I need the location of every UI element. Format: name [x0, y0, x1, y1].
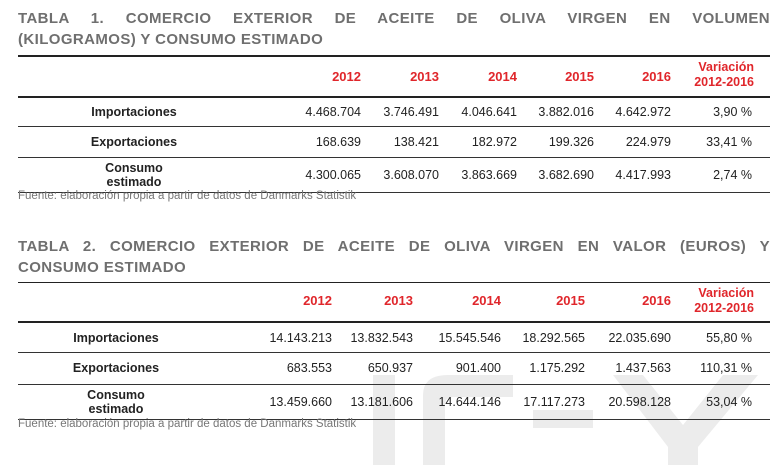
table-2-variation-label: Variación	[698, 286, 754, 300]
value-2012: 683.553	[286, 361, 332, 375]
value-2015: 17.117.273	[523, 395, 585, 409]
table-1: TABLA 1. COMERCIO EXTERIOR DE ACEITE DE …	[18, 8, 770, 193]
table-1-year-2016: 2016	[642, 69, 671, 84]
table-2-variation-period: 2012-2016	[694, 301, 754, 315]
table-1-title: TABLA 1. COMERCIO EXTERIOR DE ACEITE DE …	[18, 8, 770, 50]
value-variation: 53,04 %	[706, 395, 752, 409]
value-2014: 901.400	[455, 361, 501, 375]
table-1-year-2015: 2015	[565, 69, 594, 84]
table-row: Importaciones 4.468.704 3.746.491 4.046.…	[18, 98, 770, 127]
table-2-year-2015: 2015	[556, 293, 585, 308]
table-1-title-line-2: (KILOGRAMOS) Y CONSUMO ESTIMADO	[18, 31, 324, 48]
table-row: Consumo estimado 4.300.065 3.608.070 3.8…	[18, 158, 770, 193]
value-2016: 20.598.128	[608, 395, 671, 409]
table-row: Importaciones 14.143.213 13.832.543 15.5…	[18, 323, 770, 353]
table-2: TABLA 2. COMERCIO EXTERIOR DE ACEITE DE …	[18, 236, 770, 420]
value-2013: 650.937	[367, 361, 413, 375]
value-2015: 1.175.292	[529, 361, 585, 375]
table-2-title-line-1: TABLA 2. COMERCIO EXTERIOR DE ACEITE DE …	[18, 238, 770, 255]
row-label-text: Importaciones	[91, 105, 177, 119]
row-label-text: Exportaciones	[72, 361, 160, 375]
table-2-year-2013: 2013	[384, 293, 413, 308]
value-2015: 199.326	[548, 135, 594, 149]
value-2012: 4.300.065	[305, 168, 361, 182]
table-1-variation-period: 2012-2016	[694, 75, 754, 89]
table-1-header-row: 2012 2013 2014 2015 2016 Variación 2012-…	[18, 57, 770, 98]
value-2013: 13.181.606	[350, 395, 413, 409]
value-2015: 3.882.016	[538, 105, 594, 119]
value-2012: 4.468.704	[305, 105, 361, 119]
row-label: Consumo estimado	[58, 388, 174, 416]
row-label: Importaciones	[64, 105, 204, 119]
table-2-variation-header: Variación 2012-2016	[694, 286, 754, 316]
table-row: Exportaciones 683.553 650.937 901.400 1.…	[18, 353, 770, 385]
table-1-year-2014: 2014	[488, 69, 517, 84]
value-2016: 224.979	[625, 135, 671, 149]
value-variation: 2,74 %	[713, 168, 752, 182]
value-2013: 3.746.491	[383, 105, 439, 119]
table-2-grid: 2012 2013 2014 2015 2016 Variación 2012-…	[18, 282, 770, 420]
table-2-header-row: 2012 2013 2014 2015 2016 Variación 2012-…	[18, 283, 770, 323]
value-2016: 4.642.972	[615, 105, 671, 119]
row-label-text: Consumo	[87, 388, 145, 402]
value-2013: 138.421	[393, 135, 439, 149]
value-2012: 14.143.213	[269, 331, 332, 345]
value-variation: 3,90 %	[713, 105, 752, 119]
row-label-text-2: estimado	[106, 175, 162, 189]
value-2016: 22.035.690	[608, 331, 671, 345]
row-label-text: Importaciones	[73, 331, 159, 345]
table-1-variation-label: Variación	[698, 60, 754, 74]
value-2015: 18.292.565	[522, 331, 585, 345]
value-2014: 4.046.641	[461, 105, 517, 119]
value-2012: 168.639	[315, 135, 361, 149]
value-2016: 4.417.993	[615, 168, 671, 182]
table-2-title-line-2: CONSUMO ESTIMADO	[18, 259, 187, 276]
row-label: Consumo estimado	[76, 161, 192, 189]
value-2014: 182.972	[471, 135, 517, 149]
table-2-year-2012: 2012	[303, 293, 332, 308]
table-1-title-line-1: TABLA 1. COMERCIO EXTERIOR DE ACEITE DE …	[18, 10, 770, 27]
value-2014: 15.545.546	[438, 331, 501, 345]
table-2-year-2016: 2016	[642, 293, 671, 308]
table-1-grid: 2012 2013 2014 2015 2016 Variación 2012-…	[18, 55, 770, 193]
value-2013: 13.832.543	[350, 331, 413, 345]
value-variation: 55,80 %	[706, 331, 752, 345]
table-row: Exportaciones 168.639 138.421 182.972 19…	[18, 127, 770, 158]
row-label: Importaciones	[46, 331, 186, 345]
table-1-source: Fuente: elaboración propia a partir de d…	[18, 190, 357, 202]
value-2013: 3.608.070	[383, 168, 439, 182]
value-2014: 14.644.146	[438, 395, 501, 409]
table-2-title: TABLA 2. COMERCIO EXTERIOR DE ACEITE DE …	[18, 236, 770, 278]
row-label: Exportaciones	[64, 135, 204, 149]
value-variation: 110,31 %	[700, 361, 752, 375]
value-2015: 3.682.690	[538, 168, 594, 182]
table-1-variation-header: Variación 2012-2016	[694, 60, 754, 90]
value-2016: 1.437.563	[615, 361, 671, 375]
table-1-year-2012: 2012	[332, 69, 361, 84]
row-label: Exportaciones	[46, 361, 186, 375]
row-label-text: Consumo	[105, 161, 163, 175]
table-2-year-2014: 2014	[472, 293, 501, 308]
value-2014: 3.863.669	[461, 168, 517, 182]
table-2-source: Fuente: elaboración propia a partir de d…	[18, 418, 357, 430]
value-2012: 13.459.660	[269, 395, 332, 409]
row-label-text: Exportaciones	[90, 135, 178, 149]
value-variation: 33,41 %	[706, 135, 752, 149]
table-row: Consumo estimado 13.459.660 13.181.606 1…	[18, 385, 770, 420]
row-label-text-2: estimado	[88, 402, 144, 416]
table-1-year-2013: 2013	[410, 69, 439, 84]
